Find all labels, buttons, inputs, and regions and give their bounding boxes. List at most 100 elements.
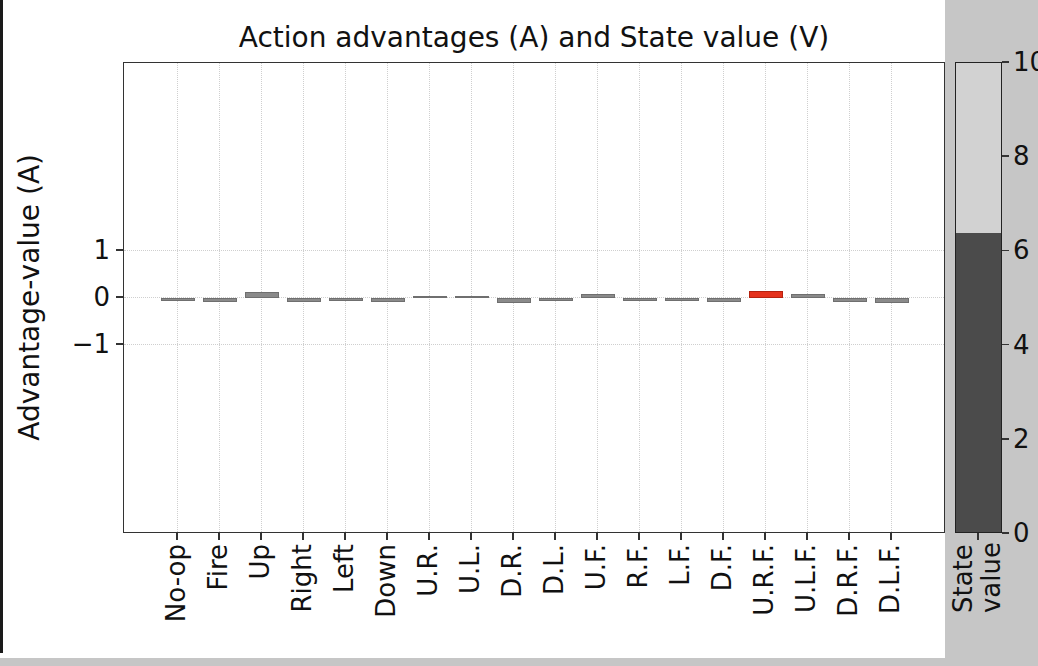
- x-tick-mark-no-op: [176, 533, 178, 540]
- state-tick-label-0: 0: [1013, 519, 1030, 547]
- bar-d-l-f: [875, 298, 909, 303]
- bar-l-f: [665, 298, 699, 301]
- window-left-border: [0, 0, 3, 653]
- gridline-y-1: [124, 250, 944, 251]
- x-tick-label-u-r-f: U.R.F.: [751, 544, 778, 616]
- state-tick-mark-10: [1002, 61, 1009, 63]
- y-tick-mark-1: [116, 343, 123, 345]
- x-tick-label-u-l-f: U.L.F.: [793, 544, 820, 613]
- bar-up: [245, 292, 279, 298]
- y-tick-label-1: 1: [10, 236, 110, 264]
- figure-canvas: Action advantages (A) and State value (V…: [0, 0, 1038, 666]
- bar-u-f: [581, 294, 615, 298]
- x-tick-label-container-d-f: D.F.: [708, 544, 738, 591]
- state-tick-mark-6: [1002, 250, 1009, 252]
- x-tick-mark-u-r: [428, 533, 430, 540]
- bar-u-r-f: [749, 291, 783, 298]
- y-tick-label-1: −1: [10, 330, 110, 358]
- x-tick-label-u-l: U.L.: [457, 544, 484, 594]
- bar-d-f: [707, 298, 741, 302]
- x-tick-label-container-d-r-f: D.R.F.: [834, 544, 864, 617]
- x-tick-mark-left: [344, 533, 346, 540]
- x-tick-mark-u-f: [596, 533, 598, 540]
- x-tick-label-l-f: L.F.: [667, 544, 694, 586]
- state-tick-label-4: 4: [1013, 331, 1030, 359]
- x-tick-label-container-u-r-f: U.R.F.: [750, 544, 780, 616]
- x-tick-label-u-f: U.F.: [583, 544, 610, 590]
- x-tick-label-container-u-l: U.L.: [456, 544, 486, 594]
- x-tick-label-no-op: No-op: [163, 544, 190, 622]
- x-tick-mark-u-r-f: [764, 533, 766, 540]
- y-tick-mark-1: [116, 249, 123, 251]
- state-tick-label-8: 8: [1013, 142, 1030, 170]
- chart-title: Action advantages (A) and State value (V…: [123, 21, 945, 54]
- state-value-bar: [955, 62, 1002, 533]
- window-bottom-bar: [0, 658, 1038, 666]
- state-axis-label-container: State value: [949, 542, 1005, 617]
- x-tick-label-d-l-f: D.L.F.: [877, 544, 904, 614]
- x-tick-mark-d-f: [722, 533, 724, 540]
- x-tick-label-container-r-f: R.F.: [624, 544, 654, 588]
- x-tick-mark-u-l: [470, 533, 472, 540]
- x-tick-mark-down: [386, 533, 388, 540]
- x-tick-label-container-no-op: No-op: [162, 544, 192, 622]
- state-tick-mark-4: [1002, 344, 1009, 346]
- state-tick-mark-0: [1002, 532, 1009, 534]
- x-tick-label-right: Right: [289, 544, 316, 612]
- x-tick-mark-d-l: [554, 533, 556, 540]
- x-tick-label-container-d-l: D.L.: [540, 544, 570, 595]
- x-tick-mark-up: [260, 533, 262, 540]
- state-tick-mark-2: [1002, 438, 1009, 440]
- bar-u-l-f: [791, 294, 825, 298]
- x-tick-label-container-up: Up: [246, 544, 276, 580]
- x-tick-mark-right: [302, 533, 304, 540]
- x-tick-mark-l-f: [680, 533, 682, 540]
- bar-r-f: [623, 298, 657, 301]
- x-tick-label-d-l: D.L.: [541, 544, 568, 595]
- x-tick-label-u-r: U.R.: [415, 544, 442, 597]
- x-tick-label-container-d-r: D.R.: [498, 544, 528, 598]
- gridline-y-1: [124, 344, 944, 345]
- advantage-plot-area: [123, 62, 945, 533]
- state-bottom-tick-mark: [977, 533, 979, 540]
- x-tick-label-container-u-r: U.R.: [414, 544, 444, 597]
- x-tick-label-container-right: Right: [288, 544, 318, 612]
- bar-right: [287, 298, 321, 302]
- bar-fire: [203, 298, 237, 302]
- x-tick-label-container-d-l-f: D.L.F.: [876, 544, 906, 614]
- bar-down: [371, 298, 405, 302]
- x-tick-mark-d-l-f: [890, 533, 892, 540]
- bar-left: [329, 298, 363, 301]
- state-tick-label-10: 10: [1013, 48, 1038, 76]
- x-tick-label-d-r: D.R.: [499, 544, 526, 598]
- x-tick-label-left: Left: [331, 544, 358, 593]
- bar-u-r: [413, 296, 447, 299]
- bar-d-r: [497, 298, 531, 303]
- x-tick-mark-d-r: [512, 533, 514, 540]
- bar-d-r-f: [833, 298, 867, 302]
- x-tick-label-r-f: R.F.: [625, 544, 652, 588]
- x-tick-label-d-r-f: D.R.F.: [835, 544, 862, 617]
- x-tick-mark-d-r-f: [848, 533, 850, 540]
- x-tick-label-container-down: Down: [372, 544, 402, 618]
- x-tick-label-container-l-f: L.F.: [666, 544, 696, 586]
- x-tick-label-up: Up: [247, 544, 274, 580]
- state-tick-label-6: 6: [1013, 236, 1030, 264]
- bar-d-l: [539, 298, 573, 301]
- x-tick-label-container-fire: Fire: [204, 544, 234, 590]
- state-tick-mark-8: [1002, 155, 1009, 157]
- bar-no-op: [161, 298, 195, 301]
- x-tick-mark-fire: [218, 533, 220, 540]
- x-tick-label-down: Down: [373, 544, 400, 618]
- state-tick-label-2: 2: [1013, 425, 1030, 453]
- x-tick-label-container-left: Left: [330, 544, 360, 593]
- x-tick-mark-r-f: [638, 533, 640, 540]
- state-value-fill: [956, 233, 1001, 532]
- state-axis-label: State value: [949, 542, 1005, 613]
- x-tick-label-container-u-l-f: U.L.F.: [792, 544, 822, 613]
- bar-u-l: [455, 296, 489, 299]
- x-tick-label-container-u-f: U.F.: [582, 544, 612, 590]
- y-tick-mark-0: [116, 296, 123, 298]
- x-tick-mark-u-l-f: [806, 533, 808, 540]
- x-tick-label-fire: Fire: [205, 544, 232, 590]
